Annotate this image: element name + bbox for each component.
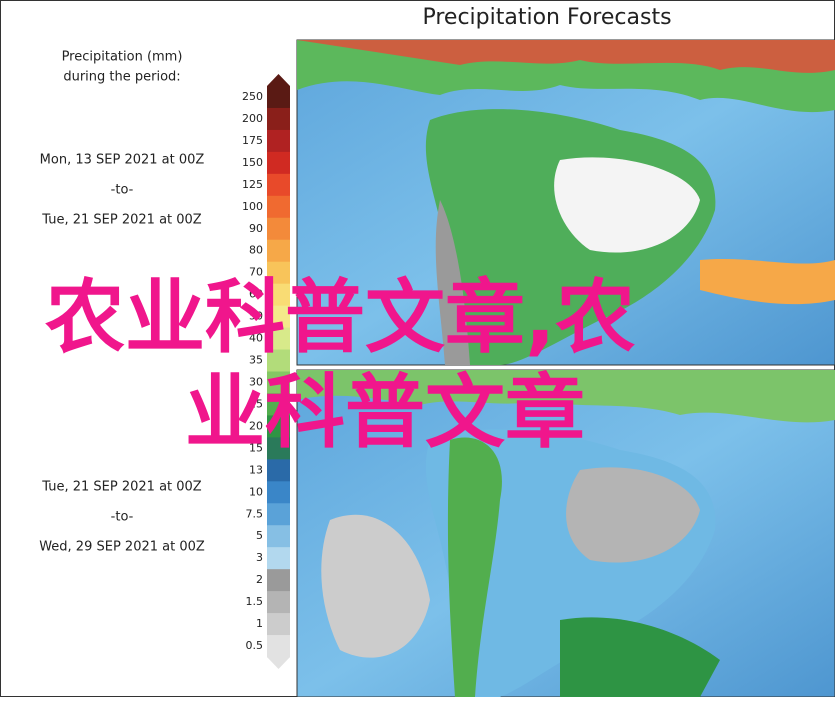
colorbar-label: 2 [256, 573, 263, 586]
colorbar-label: 100 [242, 200, 263, 213]
colorbar-cell [267, 217, 290, 241]
period-end: Wed, 29 SEP 2021 at 00Z [39, 540, 205, 555]
colorbar-cell [267, 173, 290, 197]
colorbar-label: 200 [242, 112, 263, 125]
colorbar-label: 7.5 [246, 507, 264, 520]
colorbar-label: 125 [242, 178, 263, 191]
colorbar-label: 20 [249, 419, 263, 432]
colorbar-cell [267, 371, 290, 394]
period-start: Tue, 21 SEP 2021 at 00Z [41, 480, 202, 495]
colorbar-label: 3 [256, 551, 263, 564]
colorbar-label: 50 [249, 310, 263, 323]
colorbar-label: 40 [249, 332, 263, 345]
colorbar-cell [267, 151, 290, 175]
colorbar-arrow [267, 74, 290, 86]
colorbar-label: 15 [249, 441, 263, 454]
colorbar-cell [267, 305, 290, 329]
colorbar-cell [267, 525, 290, 548]
colorbar-arrow [267, 657, 290, 669]
colorbar-cell [267, 459, 290, 482]
period-start: Mon, 13 SEP 2021 at 00Z [40, 153, 205, 168]
overlay-text: 农业科普文章,农 [45, 271, 635, 364]
colorbar-label: 90 [249, 222, 263, 235]
colorbar-label: 35 [249, 354, 263, 367]
colorbar-label: 60 [249, 288, 263, 301]
colorbar-cell [267, 613, 290, 636]
colorbar-cell [267, 349, 290, 372]
colorbar-cell [267, 107, 290, 131]
map-top [296, 39, 835, 366]
colorbar-label: 150 [242, 156, 263, 169]
map-bottom [296, 369, 835, 698]
legend-title: during the period: [63, 70, 180, 85]
colorbar-label: 80 [249, 244, 263, 257]
colorbar-cell [267, 129, 290, 153]
period-sep: -to- [111, 510, 134, 525]
colorbar-cell [267, 547, 290, 570]
colorbar-cell [267, 569, 290, 592]
period-sep: -to- [111, 183, 134, 198]
colorbar-cell [267, 481, 290, 504]
colorbar-cell [267, 503, 290, 526]
title: Precipitation Forecasts [422, 5, 671, 30]
colorbar-label: 1.5 [246, 595, 264, 608]
colorbar-label: 13 [249, 463, 263, 476]
colorbar-label: 250 [242, 90, 263, 103]
colorbar-label: 0.5 [246, 639, 264, 652]
colorbar-cell [267, 86, 290, 109]
legend-title: Precipitation (mm) [62, 50, 183, 65]
colorbar-label: 175 [242, 134, 263, 147]
colorbar-cell [267, 415, 290, 438]
colorbar-cell [267, 261, 290, 285]
colorbar-cell [267, 591, 290, 614]
colorbar-cell [267, 327, 290, 351]
overlay-text: 业科普文章 [185, 366, 585, 459]
colorbar-label: 30 [249, 376, 263, 389]
colorbar-label: 5 [256, 529, 263, 542]
period-end: Tue, 21 SEP 2021 at 00Z [41, 213, 202, 228]
colorbar: 2502001751501251009080706050403530252015… [242, 74, 290, 669]
colorbar-cell [267, 283, 290, 307]
colorbar-label: 70 [249, 266, 263, 279]
colorbar-label: 10 [249, 485, 263, 498]
colorbar-cell [267, 239, 290, 263]
colorbar-cell [267, 437, 290, 460]
colorbar-cell [267, 393, 290, 416]
colorbar-label: 1 [256, 617, 263, 630]
colorbar-label: 25 [249, 397, 263, 410]
colorbar-cell [267, 195, 290, 219]
colorbar-cell [267, 635, 290, 658]
